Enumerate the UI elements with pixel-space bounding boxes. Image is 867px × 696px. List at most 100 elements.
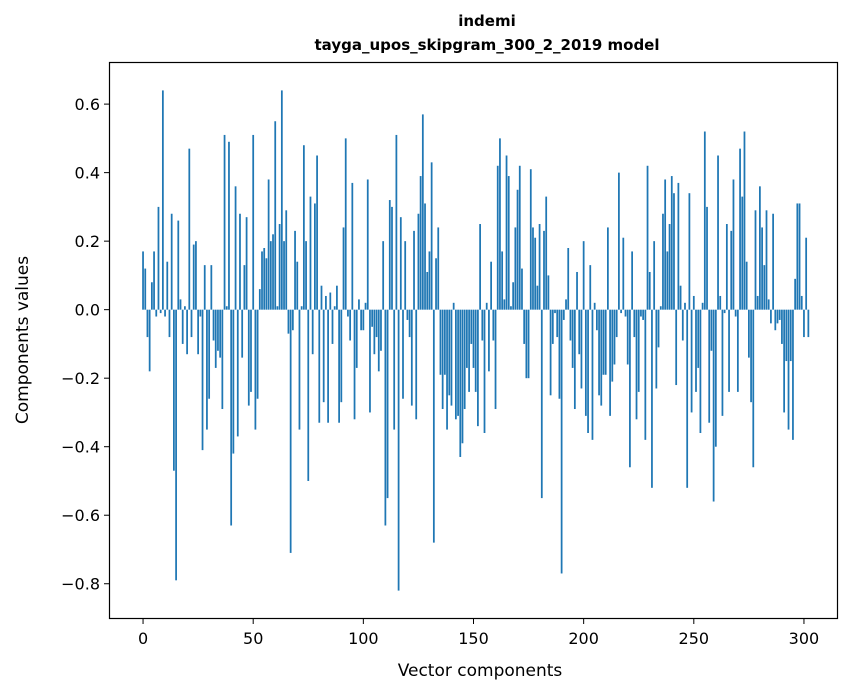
bar-34: [217, 309, 219, 351]
bar-286: [772, 213, 774, 310]
bar-191: [562, 309, 565, 320]
bar-49: [250, 309, 252, 392]
bar-179: [536, 285, 539, 310]
x-axis-label: Vector components: [398, 661, 563, 681]
bar-122: [410, 309, 413, 406]
bar-251: [695, 309, 697, 392]
bar-56: [265, 258, 268, 310]
bar-118: [402, 309, 404, 399]
bar-155: [483, 309, 486, 433]
bar-37: [223, 134, 226, 310]
y-axis-label: Components values: [13, 256, 33, 424]
bar-184: [547, 275, 550, 310]
bar-254: [701, 302, 704, 310]
bar-17: [179, 299, 182, 310]
bar-21: [188, 148, 191, 310]
bar-244: [679, 285, 682, 310]
bar-198: [578, 309, 581, 355]
bar-266: [728, 309, 730, 392]
bar-110: [384, 309, 387, 526]
bar-54: [261, 251, 263, 310]
bar-235: [659, 306, 662, 310]
bar-128: [424, 203, 426, 310]
bar-201: [584, 309, 587, 416]
bar-96: [353, 309, 356, 420]
bar-236: [662, 213, 664, 310]
bar-6: [155, 309, 158, 317]
bar-55: [263, 248, 266, 310]
bar-50: [252, 134, 255, 310]
bar-60: [274, 121, 277, 310]
bar-292: [785, 309, 788, 362]
bar-269: [734, 309, 737, 317]
bar-9: [161, 90, 164, 310]
bar-209: [602, 309, 605, 375]
bar-226: [640, 309, 642, 317]
bar-290: [781, 309, 783, 344]
bar-229: [646, 165, 649, 310]
bar-289: [778, 309, 781, 320]
bar-99: [360, 309, 363, 331]
bar-137: [443, 309, 446, 375]
bar-93: [347, 309, 349, 317]
bar-158: [490, 261, 492, 310]
bar-109: [382, 241, 385, 310]
bar-111: [386, 309, 389, 499]
bar-147: [466, 309, 468, 368]
bar-259: [712, 309, 715, 502]
x-tick-label-3: 150: [458, 629, 489, 648]
bar-57: [267, 179, 270, 310]
bar-204: [591, 309, 594, 440]
bar-8: [159, 309, 162, 314]
bar-0: [142, 251, 144, 310]
bar-162: [499, 138, 501, 310]
bar-202: [587, 309, 589, 433]
bar-36: [221, 309, 224, 410]
bar-301: [805, 237, 808, 310]
bar-150: [472, 309, 475, 368]
bar-44: [239, 213, 241, 310]
bar-112: [388, 200, 391, 310]
bar-141: [452, 302, 455, 310]
bar-223: [633, 309, 636, 338]
x-tick-label-4: 200: [568, 629, 599, 648]
bar-238: [666, 251, 669, 310]
bar-234: [657, 309, 660, 348]
bar-89: [338, 309, 340, 423]
bar-262: [719, 295, 722, 310]
bar-240: [670, 176, 673, 310]
bar-129: [426, 271, 429, 310]
bar-221: [629, 309, 631, 468]
bar-188: [556, 309, 559, 338]
bar-210: [604, 309, 607, 375]
bar-15: [175, 309, 177, 581]
bar-180: [538, 224, 541, 310]
y-axis-ticks: −0.8 −0.6 −0.4 −0.2 0.0 0.2 0.4 0.6: [61, 95, 110, 594]
bar-86: [331, 309, 334, 344]
bar-165: [505, 155, 508, 310]
bar-26: [199, 309, 202, 317]
bar-152: [477, 309, 479, 427]
bar-288: [776, 309, 779, 324]
bar-38: [225, 306, 228, 310]
bar-178: [534, 237, 537, 310]
bar-40: [230, 309, 233, 526]
bar-190: [560, 309, 563, 574]
bar-200: [582, 241, 585, 310]
bar-302: [807, 309, 810, 338]
bar-192: [565, 299, 567, 310]
bar-242: [675, 309, 678, 386]
bar-212: [609, 309, 611, 416]
bar-261: [717, 155, 719, 310]
bar-163: [501, 251, 504, 310]
bar-74: [305, 241, 307, 310]
bar-224: [635, 309, 638, 420]
bar-243: [677, 182, 680, 310]
bar-98: [358, 299, 360, 310]
bar-213: [611, 309, 614, 382]
bar-278: [754, 210, 757, 310]
bar-120: [406, 309, 409, 320]
bar-187: [554, 309, 556, 314]
bar-97: [355, 309, 358, 368]
bar-70: [296, 261, 299, 310]
